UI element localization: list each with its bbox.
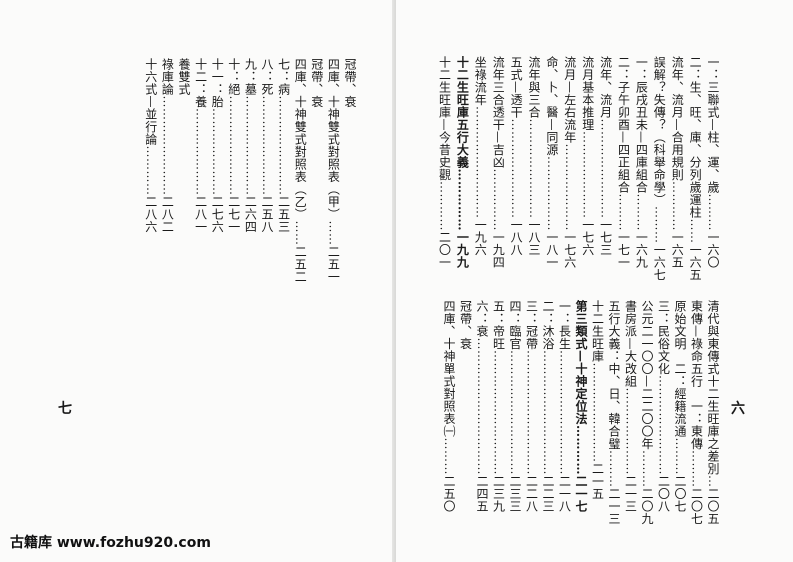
toc-entry: 十二生旺庫……………………二一五 (590, 300, 605, 500)
toc-entry: 十二生旺庫—今昔史觀…………二〇一 (437, 56, 452, 269)
toc-entry: 二：沐浴…………………………二二三 (541, 300, 555, 513)
toc-entry: 東傳—祿命五行 一：東傳………二〇七 (689, 300, 704, 525)
left-page-number: 七 (58, 401, 72, 417)
toc-entry: 六：衰……………………………二四五 (475, 300, 489, 513)
toc-entry: 三：冠帶…………………………二二八 (524, 300, 539, 513)
toc-entry: 四庫、十神雙式對照表（乙）……二五二 (293, 58, 308, 283)
toc-entry: 四庫、十神雙式對照表（甲）……二五一 (326, 58, 341, 283)
toc-entry: 八：死……………………二五八 (260, 58, 274, 233)
toc-entry: 十二：養…………………二八一 (193, 58, 208, 233)
toc-entry: 十二生旺庫五行大義……………一九九 (455, 56, 470, 269)
toc-entry: 冠帶、衰 (309, 58, 324, 108)
toc-entry: 原始文明 二：經籍流通………二〇七 (673, 300, 687, 513)
toc-entry: 四庫、十神單式對照表㈠………二五〇 (442, 300, 456, 513)
toc-entry: 書房派—大改組…………………二一三 (623, 300, 638, 513)
toc-entry: 命、卜、醫—同源………………一八一 (544, 56, 559, 269)
toc-entry: 養雙式 (177, 58, 191, 96)
toc-entry: 三：民俗文化……………………二〇八 (656, 300, 671, 513)
toc-entry: 五：帝旺…………………………二三九 (491, 300, 506, 513)
toc-entry: 流年三合透干—吉凶……………一九四 (491, 56, 506, 269)
toc-entry: 十：絕……………………二七一 (226, 58, 241, 233)
toc-entry: 一：長生…………………………二一八 (557, 300, 572, 513)
toc-entry: 流月基本推理…………………一七六 (580, 56, 595, 256)
toc-entry: 祿庫論……………………二八二 (160, 58, 175, 233)
toc-entry: 九：墓……………………二六四 (243, 58, 258, 233)
toc-entry: 二：子午卯酉—四正組合………一七一 (616, 56, 631, 269)
toc-entry: 七：病……………………二五三 (276, 58, 291, 233)
left-page: 冠帶、衰 四庫、十神雙式對照表（甲）……二五一 冠帶、衰 四庫、十神雙式對照表（乙）…… (0, 0, 396, 562)
toc-entry: 流年、流月……………………一七三 (598, 56, 613, 256)
toc-entry: 冠帶、衰 (458, 300, 473, 350)
toc-entry: 二：生、旺、庫、分列歲運柱……一六五 (688, 56, 703, 281)
toc-entry: 坐祿流年………………………一九六 (473, 56, 488, 256)
toc-entry: 流月—左右流年…………………一七六 (562, 56, 577, 269)
toc-entry: 五式—透干……………………一八八 (509, 56, 524, 256)
site-watermark: 古籍库 www.fozhu920.com (10, 535, 211, 551)
right-page-number: 六 (731, 401, 745, 417)
toc-entry: 十一：胎…………………二七六 (210, 58, 225, 233)
toc-entry: 冠帶、衰 (343, 58, 357, 108)
toc-entry: 一：三聯式—柱、運、歲………一六〇 (706, 56, 720, 269)
toc-entry: 四：臨官…………………………二三三 (508, 300, 522, 513)
toc-entry: 誤解？失傳？（科舉命學）………一六七 (652, 56, 667, 281)
toc-entry: 流年與三合……………………一八三 (527, 56, 541, 256)
toc-entry: 第三類式—十神定位法…………二一七 (574, 300, 588, 513)
toc-entry: 五行大義：中、日、韓合璧………二一三 (607, 300, 621, 525)
toc-entry: 清代與東傳式十二生旺庫之差別…二〇五 (706, 300, 720, 525)
toc-entry: 公元二一〇〇—二二〇〇年………二〇九 (640, 300, 654, 525)
toc-entry: 十六式—並行論…………二八六 (143, 58, 158, 233)
toc-entry: 流年、流月—合用規則…………一六五 (670, 56, 685, 269)
toc-entry: 一：辰戌丑未—四庫組合………一六九 (634, 56, 649, 269)
right-page: 一：三聯式—柱、運、歲………一六〇 二：生、旺、庫、分列歲運柱……一六五 流年、流月… (396, 0, 793, 562)
